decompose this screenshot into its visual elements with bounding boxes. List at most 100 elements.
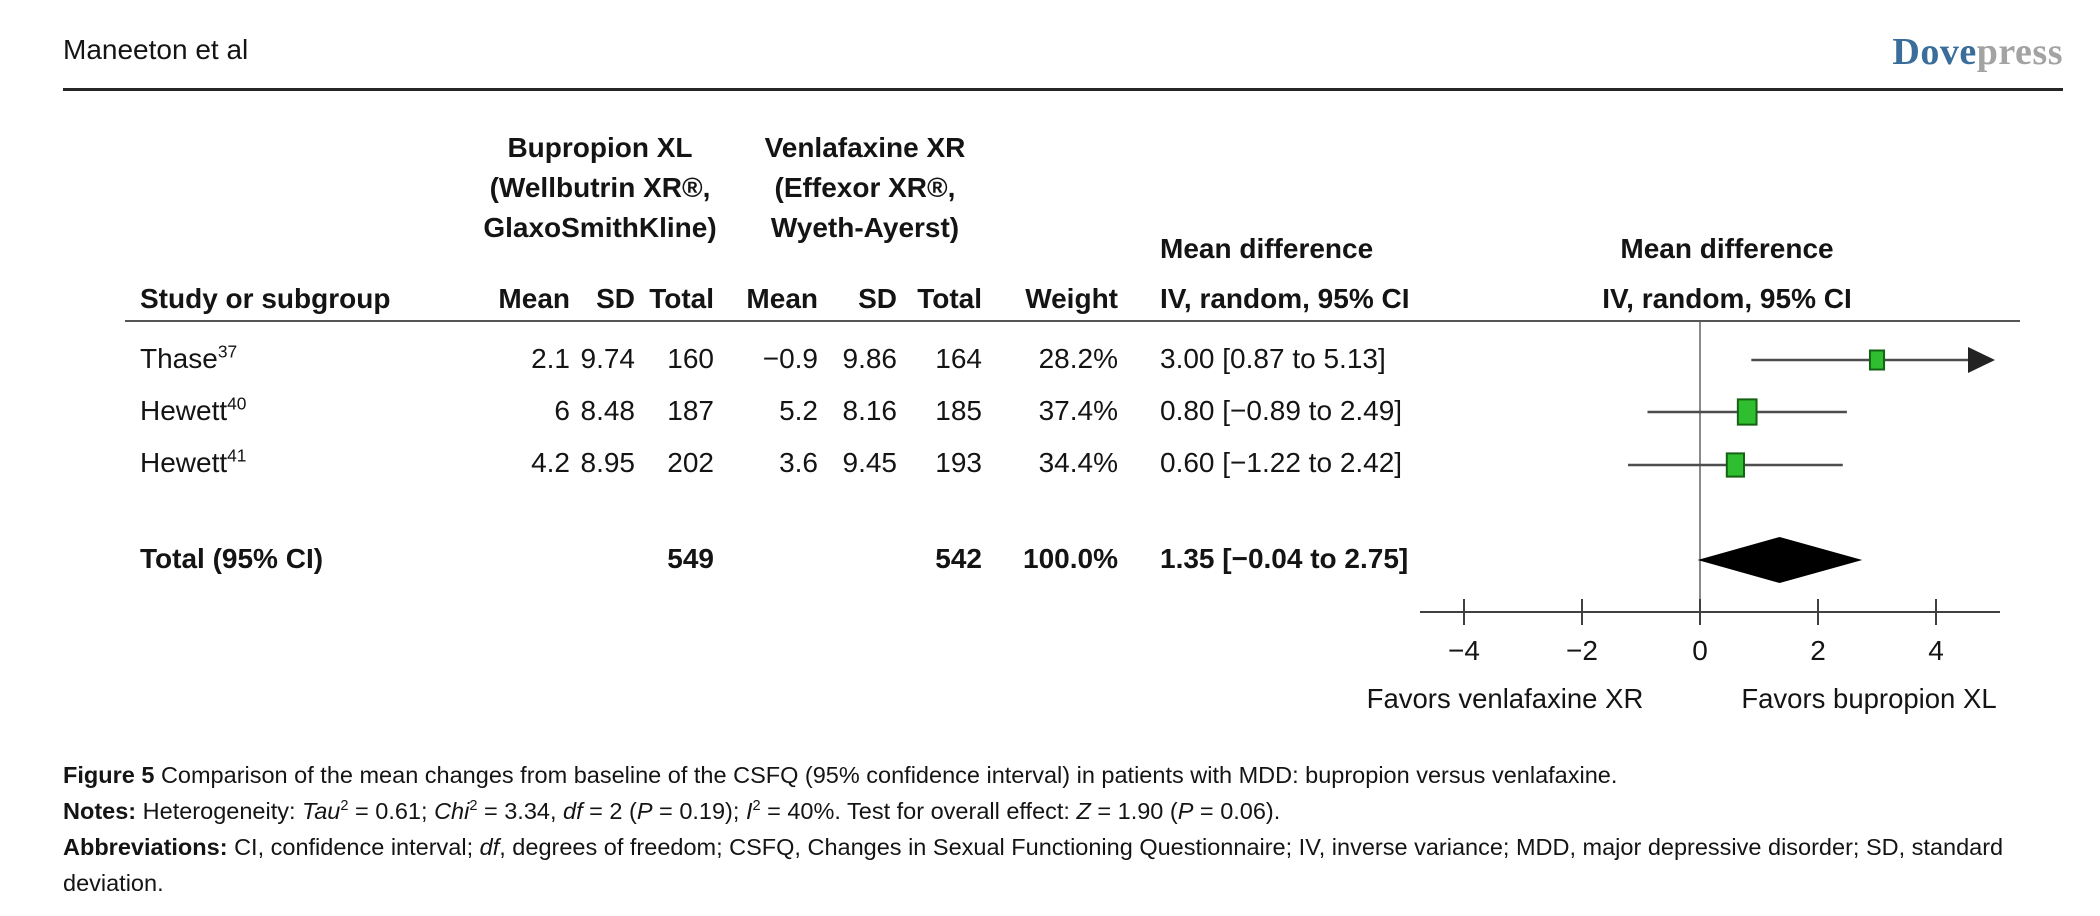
column-header-sd-bupropion: SD: [596, 283, 635, 314]
effect-square: [1736, 398, 1758, 426]
header-rule: [63, 88, 2063, 91]
column-header-total-bupropion: Total: [649, 283, 714, 314]
study-row: Hewett41 4.2 8.95 202 3.6 9.45 193 34.4% 0.60 [−…: [0, 447, 2100, 481]
caption-segment: = 1.90 (: [1090, 798, 1178, 824]
total-row: Total (95% CI) 549 542 100.0% 1.35 [−0.0…: [0, 543, 2100, 577]
group-header-venlafaxine: Venlafaxine XR (Effexor XR®, Wyeth-Ayers…: [765, 128, 966, 248]
cell-weight: 34.4%: [1038, 447, 1118, 478]
cell-b_total: 202: [667, 447, 714, 478]
caption-segment: = 40%. Test for overall effect:: [760, 798, 1077, 824]
pooled-diamond: [1697, 537, 1863, 583]
caption-segment: Comparison of the mean changes from base…: [160, 762, 1618, 788]
caption-segment: df: [563, 798, 583, 824]
favors-left-label: Favors venlafaxine XR: [1367, 683, 1644, 714]
favors-right-label: Favors bupropion XL: [1741, 683, 1996, 714]
cell-b_total: 187: [667, 395, 714, 426]
cell-b_sd: 8.95: [580, 447, 636, 478]
caption-segment: df: [479, 834, 500, 860]
effect-square: [1868, 349, 1886, 371]
caption-segment: Heterogeneity:: [142, 798, 303, 824]
caption-segment: = 0.19);: [652, 798, 746, 824]
cell-weight: 28.2%: [1038, 343, 1118, 374]
caption-segment: Z: [1076, 798, 1091, 824]
caption-segment: 2: [752, 798, 761, 815]
md-column-header: Mean difference: [1160, 233, 1374, 264]
column-header-total-venlafaxine: Total: [917, 283, 982, 314]
cell-v_mean: −0.9: [762, 343, 818, 374]
running-head: Maneeton et al: [63, 34, 249, 65]
total-n-venlafaxine: 542: [935, 543, 982, 574]
cell-v_sd: 8.16: [842, 395, 898, 426]
caption-segment: = 2 (: [582, 798, 637, 824]
caption-segment: Tau: [302, 798, 341, 824]
dovepress-logo-press: press: [1976, 31, 2063, 73]
caption-line: Figure 5 Comparison of the mean changes …: [63, 757, 2058, 793]
cell-v_sd: 9.86: [842, 343, 898, 374]
group-header-line: (Effexor XR®,: [774, 172, 956, 203]
group-header-line: (Wellbutrin XR®,: [489, 172, 711, 203]
cell-mean-difference: 0.60 [−1.22 to 2.42]: [1160, 447, 1403, 478]
caption-segment: Abbreviations:: [63, 834, 235, 860]
cell-mean-difference: 3.00 [0.87 to 5.13]: [1160, 343, 1386, 374]
study-label: Thase37: [140, 341, 238, 374]
md-column-subheader: IV, random, 95% CI: [1160, 283, 1410, 314]
total-weight: 100.0%: [1023, 543, 1118, 574]
group-header-bupropion: Bupropion XL (Wellbutrin XR®, GlaxoSmith…: [483, 128, 716, 248]
study-row: Hewett40 6 8.48 187 5.2 8.16 185 37.4% 0.80 [−0.…: [0, 395, 2100, 429]
caption-segment: P: [636, 798, 653, 824]
caption-line: Notes: Heterogeneity: Tau2 = 0.61; Chi2 …: [63, 793, 2058, 829]
group-header-line: Venlafaxine XR: [764, 132, 966, 163]
cell-b_mean: 6: [554, 395, 570, 426]
group-header-line: Bupropion XL: [507, 132, 693, 163]
total-n-bupropion: 549: [667, 543, 714, 574]
forest-plot: −4 −2 0 2 4 Favors venlafaxine XR Favors bupro…: [1367, 322, 2000, 714]
cell-v_total: 185: [935, 395, 982, 426]
caption-segment: = 3.34,: [477, 798, 564, 824]
cell-v_total: 164: [935, 343, 982, 374]
cell-v_total: 193: [935, 447, 982, 478]
caption-segment: , degrees of freedom; CSFQ, Changes in S…: [63, 834, 2004, 896]
caption-segment: CI, confidence interval;: [234, 834, 480, 860]
study-label: Hewett40: [140, 393, 247, 426]
caption-segment: 2: [469, 798, 478, 815]
study-label: Hewett41: [140, 445, 247, 478]
cell-b_sd: 9.74: [580, 343, 636, 374]
cell-b_mean: 2.1: [531, 343, 570, 374]
cell-b_sd: 8.48: [580, 395, 636, 426]
axis-tick-label: 0: [1692, 635, 1708, 666]
total-mean-difference: 1.35 [−0.04 to 2.75]: [1160, 543, 1409, 574]
effect-square: [1725, 452, 1745, 478]
arrow-right-icon: [1968, 347, 1995, 373]
caption-segment: Figure 5: [63, 762, 161, 788]
caption-segment: = 0.61;: [348, 798, 435, 824]
group-header-line: GlaxoSmithKline): [483, 212, 717, 243]
cell-v_sd: 9.45: [842, 447, 898, 478]
study-row: Thase37 2.1 9.74 160 −0.9 9.86 164 28.2% 3.00 [0…: [0, 343, 2100, 377]
caption-segment: P: [1177, 798, 1194, 824]
figure-caption: Figure 5 Comparison of the mean changes …: [63, 757, 2058, 901]
column-header-mean-venlafaxine: Mean: [746, 283, 818, 314]
study-reference-number: 41: [227, 445, 247, 466]
caption-segment: Notes:: [63, 798, 143, 824]
cell-weight: 37.4%: [1038, 395, 1118, 426]
column-header-mean-bupropion: Mean: [498, 283, 570, 314]
cell-b_total: 160: [667, 343, 714, 374]
dovepress-logo-dove: Dove: [1892, 31, 1977, 73]
column-header-weight: Weight: [1025, 283, 1118, 314]
total-label: Total (95% CI): [140, 543, 324, 574]
plot-column-subheader: IV, random, 95% CI: [1602, 283, 1852, 314]
cell-mean-difference: 0.80 [−0.89 to 2.49]: [1160, 395, 1403, 426]
axis-tick-label: 2: [1810, 635, 1826, 666]
caption-segment: Chi: [434, 798, 470, 824]
plot-column-header: Mean difference: [1620, 233, 1834, 264]
caption-segment: = 0.06).: [1193, 798, 1281, 824]
axis-tick-label: 4: [1928, 635, 1944, 666]
dovepress-logo: Dovepress: [1892, 30, 2063, 74]
group-header-line: Wyeth-Ayerst): [770, 212, 960, 243]
table-header-rule: [125, 320, 2020, 322]
column-header-study: Study or subgroup: [140, 283, 391, 314]
axis-tick-label: −4: [1448, 635, 1480, 666]
study-reference-number: 40: [227, 393, 247, 414]
caption-line: Abbreviations: CI, confidence interval; …: [63, 829, 2058, 901]
